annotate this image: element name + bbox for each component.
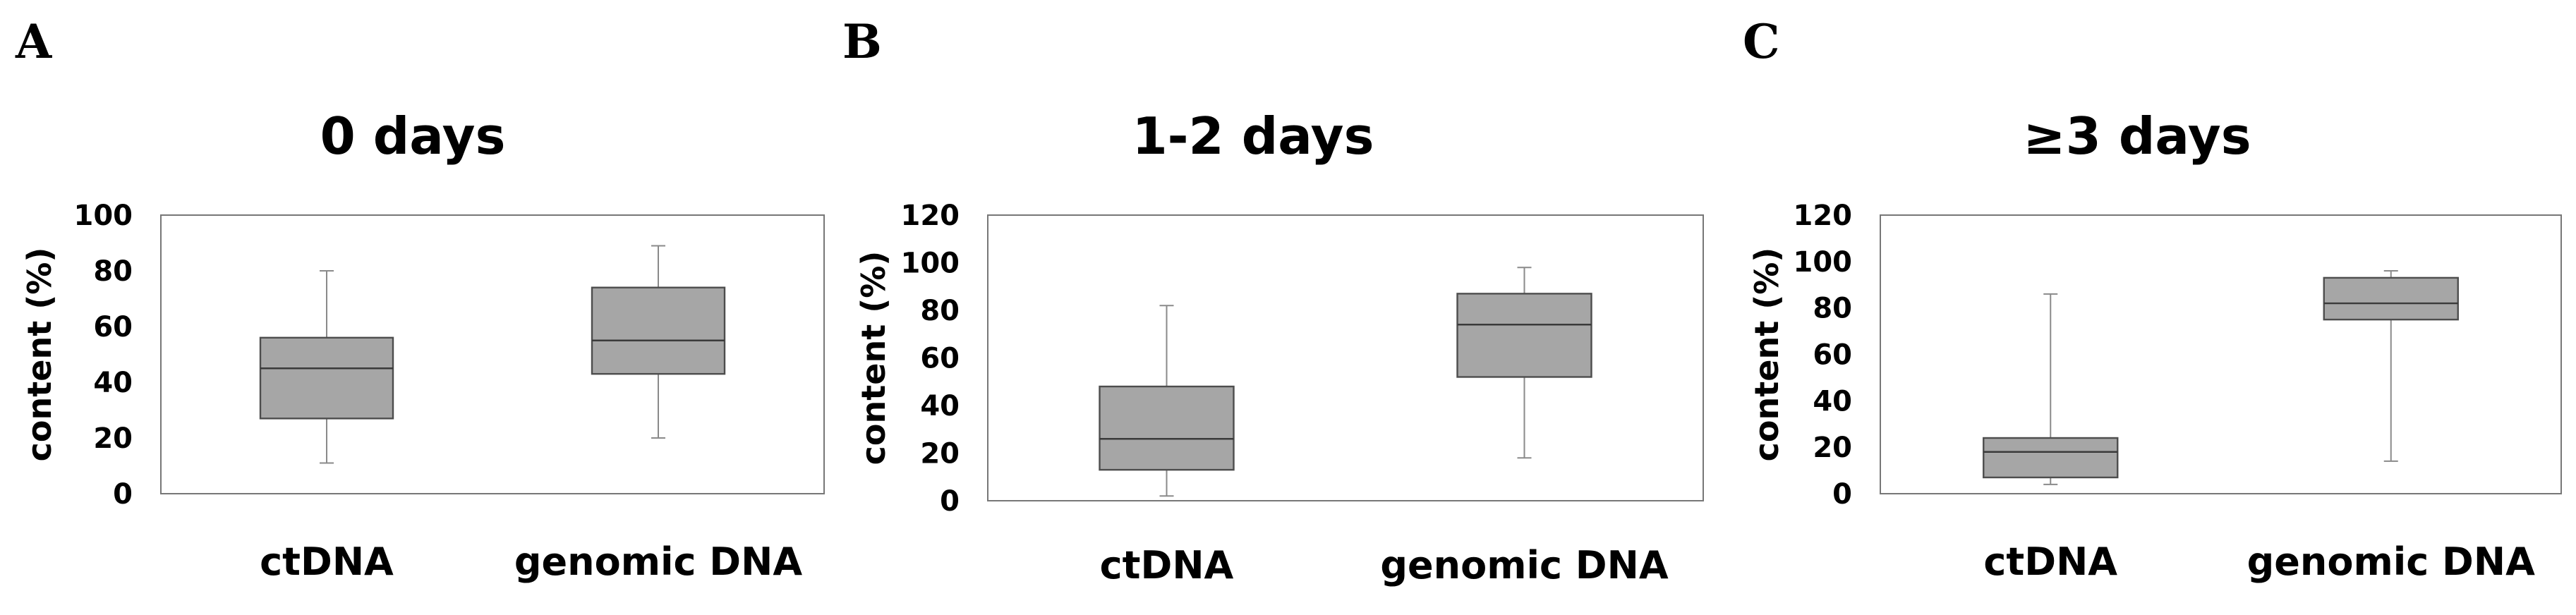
y-tick-label: 40	[93, 367, 133, 399]
y-tick-label: 60	[1813, 339, 1852, 372]
category-label: ctDNA	[1100, 543, 1234, 587]
category-label: genomic DNA	[514, 540, 802, 584]
y-tick-label: 40	[920, 390, 960, 422]
chart-title: ≥3 days	[2023, 106, 2251, 166]
chart-title: 1-2 days	[1132, 106, 1374, 166]
y-tick-label: 120	[901, 200, 960, 232]
box-iqr	[591, 286, 726, 375]
box-iqr	[1983, 437, 2119, 479]
box-iqr	[1456, 293, 1592, 378]
panel-letter: B	[842, 14, 882, 69]
y-tick-label: 60	[920, 343, 960, 375]
y-tick-label: 0	[113, 478, 133, 511]
category-label: ctDNA	[260, 540, 394, 584]
y-tick-label: 80	[920, 295, 960, 327]
y-tick-label: 80	[93, 255, 133, 288]
y-axis-label: content (%)	[20, 248, 59, 462]
panel-letter: C	[1743, 14, 1780, 69]
y-tick-label: 100	[1794, 246, 1853, 279]
category-label: ctDNA	[1983, 540, 2117, 584]
panel-letter: A	[15, 14, 52, 69]
y-tick-label: 80	[1813, 293, 1852, 325]
y-tick-label: 20	[93, 422, 133, 455]
plot-area-frame	[987, 214, 1704, 501]
chart-title: 0 days	[320, 106, 506, 166]
y-tick-label: 40	[1813, 385, 1852, 418]
y-tick-label: 100	[74, 200, 133, 232]
plot-area-frame	[160, 214, 825, 494]
y-tick-label: 120	[1794, 200, 1853, 232]
y-tick-label: 20	[920, 438, 960, 470]
y-axis-label: content (%)	[1748, 248, 1786, 462]
y-tick-label: 0	[940, 485, 960, 518]
box-iqr	[2323, 276, 2459, 321]
box-iqr	[1099, 385, 1235, 471]
box-iqr	[259, 336, 394, 420]
y-tick-label: 0	[1832, 478, 1852, 511]
chart-panel-a: A 0 days 0 20 40 60 80 100 content (%) ctDNA genom…	[15, 14, 825, 584]
category-label: genomic DNA	[1380, 543, 1668, 587]
y-tick-label: 60	[93, 311, 133, 343]
y-tick-label: 100	[901, 248, 960, 280]
y-tick-label: 20	[1813, 432, 1852, 464]
plot-area-frame	[1880, 214, 2562, 494]
y-axis-label: content (%)	[854, 251, 893, 465]
category-label: genomic DNA	[2247, 540, 2535, 584]
